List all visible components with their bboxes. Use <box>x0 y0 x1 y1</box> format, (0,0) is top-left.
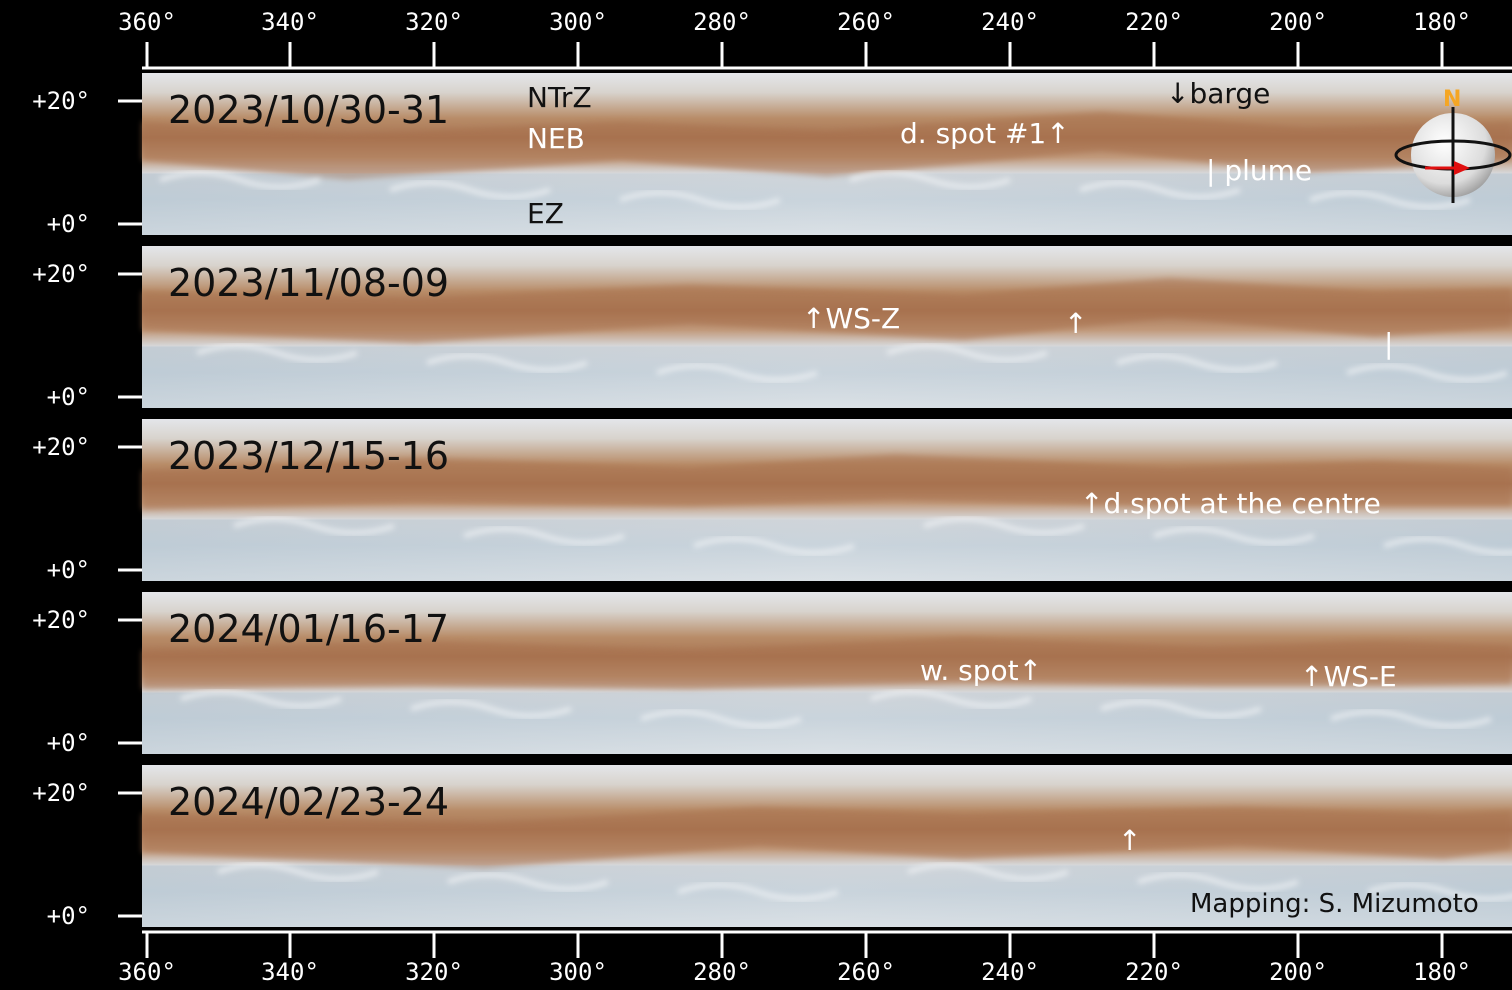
cloud-streak <box>447 872 609 892</box>
cloud-streak <box>1079 180 1241 200</box>
top-tick-label: 260° <box>837 8 895 36</box>
cloud-streak <box>180 689 342 709</box>
lat-label-0: +0° <box>47 729 90 757</box>
north-label: N <box>1443 87 1461 112</box>
cloud-streak <box>463 526 625 546</box>
bottom-longitude-axis: 360° 340° 320° 300° 280° 260° 240° 220° 200° 180° <box>118 930 1512 986</box>
neb-belt-band <box>142 637 1512 690</box>
cloud-streak <box>1346 363 1508 383</box>
cloud-streak <box>1383 536 1512 556</box>
cloud-streak <box>619 190 781 210</box>
top-tick-label: 220° <box>1125 8 1183 36</box>
annotation-arrow-strip5: ↑ <box>1118 824 1141 857</box>
strip-date-label: 2023/12/15-16 <box>168 434 449 478</box>
map-strip: +20° +0° 2023/11/08-09 <box>32 246 1512 411</box>
cloud-streak <box>1100 699 1262 719</box>
equatorial-zone-tint <box>142 346 1512 408</box>
annotation-arrow-strip2: ↑ <box>1064 307 1087 340</box>
bottom-tick-label: 180° <box>1413 958 1471 986</box>
neb-belt-band <box>142 278 1512 344</box>
cloud-streak <box>656 363 818 383</box>
lat-label-20: +20° <box>32 87 90 115</box>
lat-label-20: +20° <box>32 606 90 634</box>
bottom-tick-label: 260° <box>837 958 895 986</box>
equatorial-zone-tint <box>142 692 1512 754</box>
lat-label-0: +0° <box>47 556 90 584</box>
annotation-dark-spot-1: d. spot #1↑ <box>900 117 1070 150</box>
top-tick-label: 300° <box>549 8 607 36</box>
bottom-tick-label: 320° <box>405 958 463 986</box>
strip-date-label: 2024/01/16-17 <box>168 607 449 651</box>
cloud-streak <box>1116 353 1278 373</box>
bottom-tick-label: 300° <box>549 958 607 986</box>
cloud-streak <box>693 536 855 556</box>
map-strip: +20° +0° 2024/02/23-24 <box>32 765 1512 930</box>
top-tick-label: 200° <box>1269 8 1327 36</box>
cloud-streak <box>1137 872 1299 892</box>
mapping-credit: Mapping: S. Mizumoto <box>1190 889 1479 919</box>
rotation-arrowhead-icon <box>1454 161 1470 175</box>
zone-label-ez: EZ <box>527 197 564 230</box>
bottom-tick-label: 220° <box>1125 958 1183 986</box>
annotation-bar-strip2: | <box>1384 327 1393 360</box>
map-strip: +20° +0° 2023/12/15-16 <box>32 419 1512 584</box>
top-tick-label: 340° <box>261 8 319 36</box>
top-tick-label: 280° <box>693 8 751 36</box>
map-strips: +20° +0° 2023/10/30-31 +20° +0° 2023/11/08-09… <box>32 73 1512 930</box>
annotation-ws-e: ↑WS-E <box>1300 660 1397 693</box>
cloud-streak <box>677 882 839 902</box>
cloud-streak <box>870 689 1032 709</box>
map-strip: +20° +0° 2024/01/16-17 <box>32 592 1512 757</box>
neb-belt-band <box>142 807 1512 869</box>
top-tick-label: 360° <box>118 8 176 36</box>
top-tick-label: 180° <box>1413 8 1471 36</box>
annotation-barge: ↓barge <box>1166 77 1270 110</box>
strip-date-label: 2024/02/23-24 <box>168 780 449 824</box>
lat-label-20: +20° <box>32 433 90 461</box>
cloud-streak <box>1367 882 1512 902</box>
top-longitude-axis: 360° 340° 320° 300° 280° 260° 240° 220° 200° 180° <box>118 8 1512 70</box>
cloud-streak <box>1153 526 1315 546</box>
strip-date-label: 2023/10/30-31 <box>168 88 449 132</box>
lat-label-20: +20° <box>32 779 90 807</box>
cloud-streak <box>233 516 395 536</box>
bottom-tick-label: 340° <box>261 958 319 986</box>
annotation-ws-z: ↑WS-Z <box>802 302 900 335</box>
lat-label-0: +0° <box>47 210 90 238</box>
orientation-globe: N <box>1394 87 1512 203</box>
cloud-streak <box>217 862 379 882</box>
lat-label-0: +0° <box>47 902 90 930</box>
bottom-tick-label: 280° <box>693 958 751 986</box>
lat-label-20: +20° <box>32 260 90 288</box>
cloud-streak <box>410 699 572 719</box>
strip-date-label: 2023/11/08-09 <box>168 261 449 305</box>
top-tick-label: 320° <box>405 8 463 36</box>
cloud-streak <box>426 353 588 373</box>
cloud-streak <box>886 343 1048 363</box>
cloud-streak <box>849 170 1011 190</box>
cloud-streak <box>389 180 551 200</box>
equatorial-zone-tint <box>142 173 1512 235</box>
bottom-tick-label: 240° <box>981 958 1039 986</box>
cloud-streak <box>1330 709 1492 729</box>
annotation-dark-spot-centre: ↑d.spot at the centre <box>1080 487 1381 520</box>
map-strip: +20° +0° 2023/10/30-31 <box>32 73 1512 238</box>
annotation-white-spot: w. spot↑ <box>920 654 1042 687</box>
cloud-streak <box>196 343 358 363</box>
neb-belt-band <box>142 111 1512 180</box>
bottom-tick-label: 360° <box>118 958 176 986</box>
zone-label-neb: NEB <box>527 122 585 155</box>
cloud-streak <box>640 709 802 729</box>
annotation-plume: | plume <box>1206 154 1312 187</box>
neb-belt-band <box>142 454 1512 510</box>
cloud-streak <box>1309 190 1471 210</box>
cloud-streak <box>923 516 1085 536</box>
zone-label-ntrz: NTrZ <box>527 81 592 114</box>
lat-label-0: +0° <box>47 383 90 411</box>
top-tick-label: 240° <box>981 8 1039 36</box>
cloud-streak <box>907 862 1069 882</box>
cloud-streak <box>159 170 321 190</box>
bottom-tick-label: 200° <box>1269 958 1327 986</box>
